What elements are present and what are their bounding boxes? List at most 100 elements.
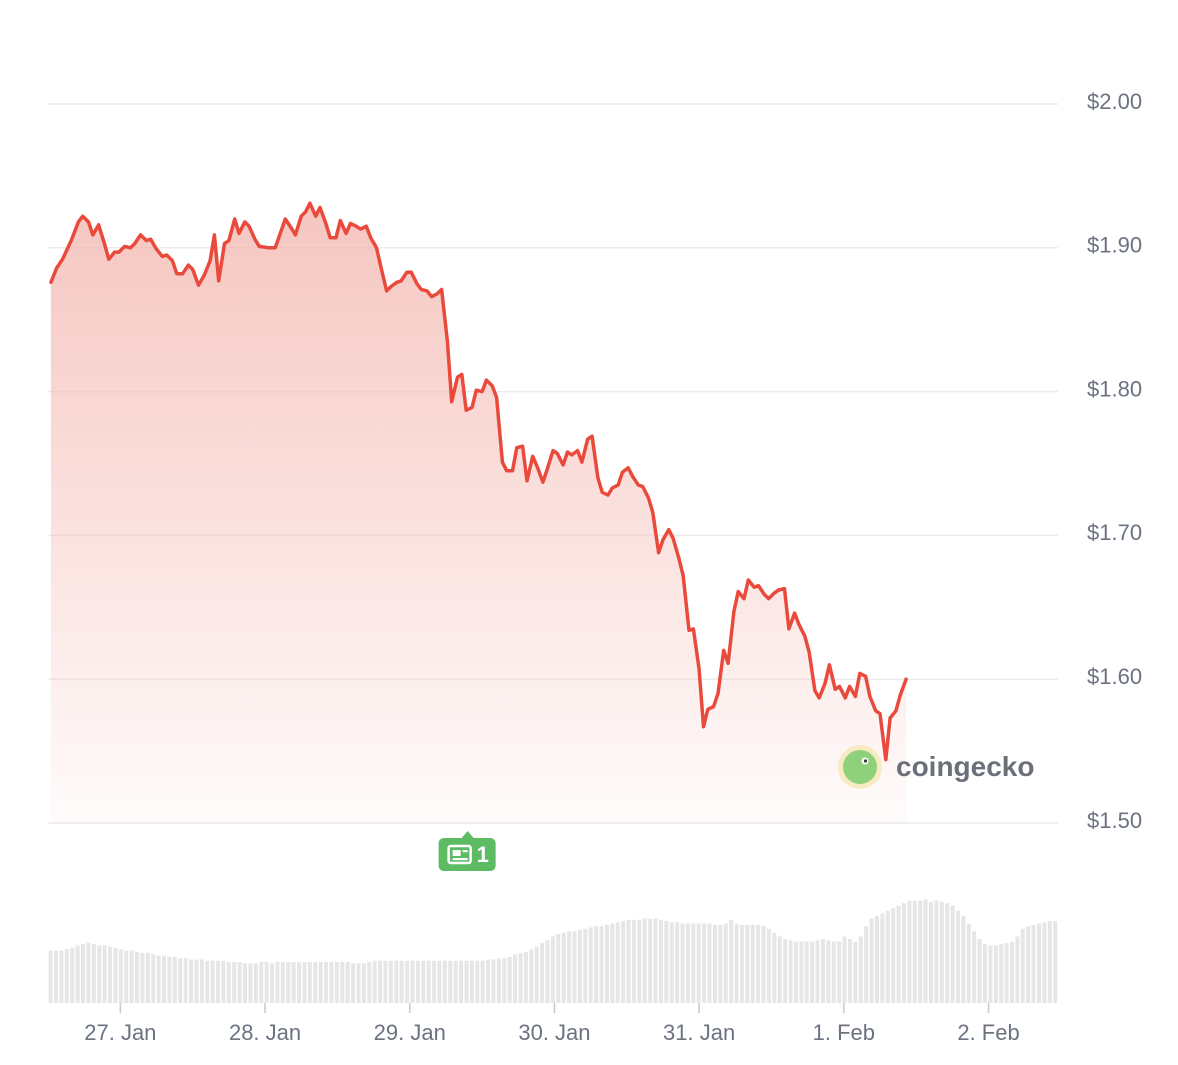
volume-bar [999, 944, 1004, 1003]
x-tick-label: 31. Jan [663, 1020, 735, 1045]
volume-bar [896, 905, 901, 1003]
news-annotation-badge[interactable]: 1 [438, 831, 496, 871]
volume-bar [664, 921, 669, 1003]
volume-bar [118, 949, 123, 1003]
volume-bar [955, 910, 960, 1003]
volume-bar [723, 923, 728, 1003]
volume-bar [691, 923, 696, 1003]
volume-bar [626, 919, 631, 1003]
volume-bar [86, 942, 91, 1003]
volume-bar [248, 963, 253, 1003]
gecko-logo-icon [843, 750, 877, 784]
x-tick-label: 27. Jan [84, 1020, 156, 1045]
volume-bar [923, 899, 928, 1003]
volume-bar [216, 960, 221, 1003]
volume-bar [97, 945, 102, 1003]
volume-bar [378, 960, 383, 1003]
volume-bar [826, 940, 831, 1003]
y-axis-labels: $2.00 $1.90 $1.80 $1.70 $1.60 $1.50 [1087, 89, 1142, 833]
volume-bar [486, 959, 491, 1003]
volume-bar [669, 922, 674, 1003]
volume-bar [853, 941, 858, 1003]
volume-bar [648, 918, 653, 1003]
volume-bar [837, 941, 842, 1003]
volume-bar [75, 945, 80, 1003]
volume-bar [658, 919, 663, 1003]
volume-bar [156, 955, 161, 1003]
coingecko-watermark: coingecko [838, 745, 1034, 789]
volume-bar [918, 900, 923, 1003]
volume-bar [745, 924, 750, 1003]
volume-bar [783, 939, 788, 1003]
volume-bar [788, 940, 793, 1003]
volume-bar [496, 958, 501, 1003]
volume-bar [270, 963, 275, 1003]
volume-bar [696, 923, 701, 1003]
volume-bar [561, 932, 566, 1003]
volume-bar [939, 901, 944, 1003]
volume-bar [637, 919, 642, 1003]
volume-bar [329, 962, 334, 1003]
volume-bar [226, 962, 231, 1003]
volume-bar [1026, 926, 1031, 1003]
volume-bar [869, 918, 874, 1003]
volume-bar [707, 923, 712, 1003]
volume-bar [464, 960, 469, 1003]
volume-bar [172, 956, 177, 1003]
volume-bar [615, 922, 620, 1003]
volume-bar [550, 936, 555, 1003]
y-tick-label: $1.60 [1087, 664, 1142, 689]
volume-bars [48, 899, 1058, 1003]
volume-bar [167, 956, 172, 1003]
volume-bar [480, 960, 485, 1003]
volume-bar [880, 913, 885, 1003]
volume-bar [513, 954, 518, 1003]
newspaper-icon [447, 844, 472, 865]
volume-bar [145, 953, 150, 1003]
volume-bar [205, 960, 210, 1003]
volume-bar [307, 962, 312, 1003]
volume-bar [442, 960, 447, 1003]
x-axis-labels: 27. Jan 28. Jan 29. Jan 30. Jan 31. Jan 1. Fe… [84, 1020, 1019, 1045]
volume-bar [264, 962, 269, 1003]
volume-bar [756, 924, 761, 1003]
volume-bar [961, 915, 966, 1003]
y-tick-label: $2.00 [1087, 89, 1142, 114]
volume-bar [199, 959, 204, 1003]
volume-bar [1042, 922, 1047, 1003]
volume-bar [280, 962, 285, 1003]
volume-bar [1036, 923, 1041, 1003]
volume-bar [124, 950, 129, 1003]
volume-bar [48, 950, 53, 1003]
volume-bar [324, 962, 329, 1003]
y-tick-label: $1.90 [1087, 233, 1142, 258]
volume-bar [491, 959, 496, 1003]
volume-bar [761, 926, 766, 1003]
volume-bar [313, 962, 318, 1003]
volume-bar [302, 962, 307, 1003]
volume-bar [712, 924, 717, 1003]
volume-bar [810, 941, 815, 1003]
volume-bar [1031, 924, 1036, 1003]
volume-bar [448, 960, 453, 1003]
volume-bar [739, 924, 744, 1003]
volume-bar [399, 960, 404, 1003]
volume-bar [567, 931, 572, 1003]
volume-bar [1053, 921, 1058, 1003]
volume-bar [556, 933, 561, 1003]
price-line[interactable] [49, 201, 908, 762]
volume-bar [502, 958, 507, 1003]
volume-bar [1020, 928, 1025, 1003]
volume-bar [945, 903, 950, 1003]
volume-bar [766, 928, 771, 1003]
volume-bar [1015, 936, 1020, 1003]
volume-bar [583, 928, 588, 1003]
volume-bar [108, 946, 113, 1003]
volume-bar [977, 939, 982, 1003]
volume-bar [901, 903, 906, 1003]
volume-bar [529, 949, 534, 1003]
volume-bar [972, 931, 977, 1003]
volume-bar [275, 962, 280, 1003]
x-axis-ticks [119, 1003, 990, 1013]
